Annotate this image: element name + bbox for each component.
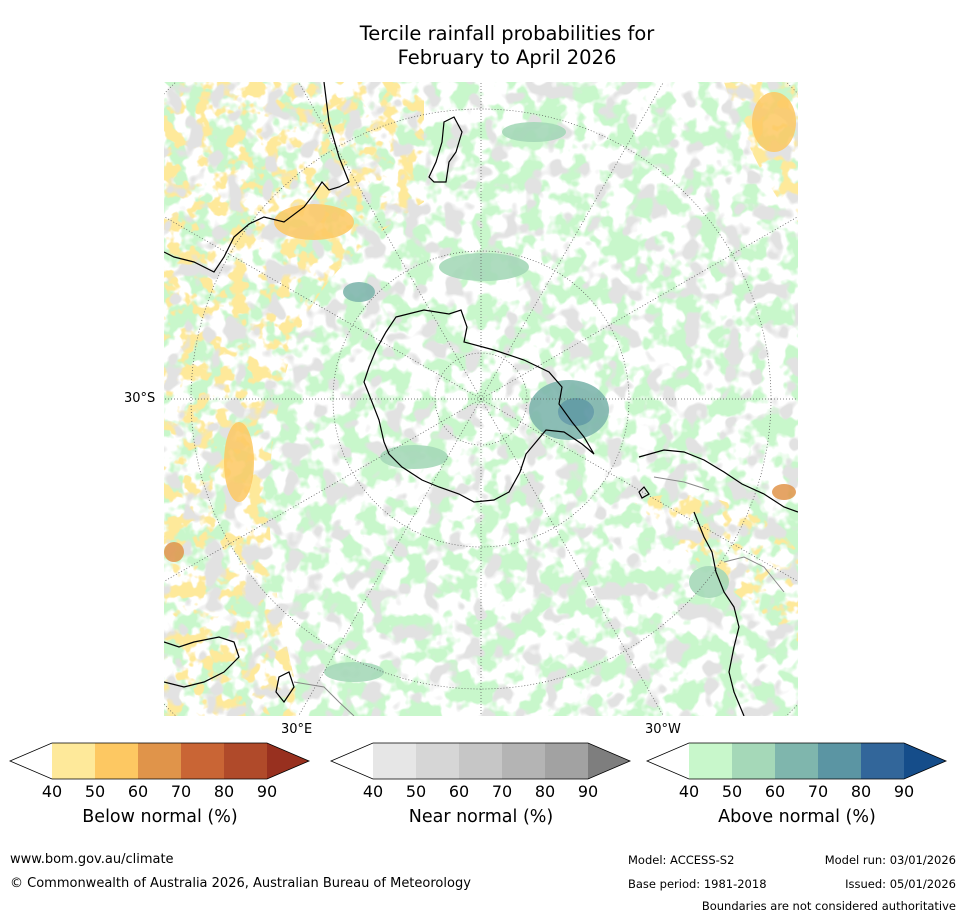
colorbar-tick-label: 60 xyxy=(764,782,786,801)
colorbar-tick-label: 40 xyxy=(362,782,384,801)
colorbar-tick-label: 90 xyxy=(256,782,278,801)
model-run-date: Model run: 03/01/2026 xyxy=(824,853,956,867)
colorbar-svg xyxy=(329,742,632,780)
antarctica-coast xyxy=(363,309,595,503)
above-normal-colorbar xyxy=(645,742,948,780)
colorbar-segment xyxy=(181,743,224,779)
colorbar-segment xyxy=(224,743,267,779)
colorbar-segment xyxy=(416,743,459,779)
colorbar-over-triangle xyxy=(904,743,946,779)
title-line-2: February to April 2026 xyxy=(397,46,617,69)
colorbar-segment xyxy=(689,743,732,779)
colorbar-over-triangle xyxy=(267,743,309,779)
colorbar-segment xyxy=(818,743,861,779)
copyright-text: © Commonwealth of Australia 2026, Austra… xyxy=(10,876,471,891)
colorbar-segment xyxy=(502,743,545,779)
colorbar-under-triangle xyxy=(10,743,52,779)
colorbar-tick-label: 70 xyxy=(170,782,192,801)
colorbar-tick-label: 50 xyxy=(405,782,427,801)
south-america-west xyxy=(693,511,745,716)
colorbar-outline xyxy=(329,742,632,780)
boundaries-disclaimer: Boundaries are not considered authoritat… xyxy=(701,899,956,913)
below-normal-colorbar xyxy=(8,742,311,780)
colorbar-tick-label: 40 xyxy=(41,782,63,801)
colorbar-segment xyxy=(95,743,138,779)
near-normal-label: Near normal (%) xyxy=(408,807,554,827)
colorbar-segment xyxy=(52,743,95,779)
issued-date: Issued: 05/01/2026 xyxy=(845,877,956,891)
colorbar-under-triangle xyxy=(331,743,373,779)
coastlines xyxy=(164,82,798,716)
new-zealand-coast xyxy=(428,116,463,183)
strong-above-normal-patches xyxy=(324,122,729,682)
colorbar-tick-label: 60 xyxy=(127,782,149,801)
falklands-coast xyxy=(638,486,650,499)
madagascar-coast xyxy=(275,671,295,704)
south-america-coast xyxy=(638,449,798,513)
colorbar-over-triangle xyxy=(588,743,630,779)
colorbar-segment xyxy=(138,743,181,779)
australia-coast xyxy=(164,82,350,273)
above-normal-label: Above normal (%) xyxy=(718,807,876,827)
colorbar-tick-label: 50 xyxy=(721,782,743,801)
colorbar-tick-label: 40 xyxy=(678,782,700,801)
longitude-label-30e: 30°E xyxy=(281,722,313,737)
colorbar-tick-label: 70 xyxy=(491,782,513,801)
map-canvas xyxy=(164,82,798,716)
longitude-label-30w: 30°W xyxy=(645,722,681,737)
colorbar-segment xyxy=(459,743,502,779)
strong-below-normal-patches xyxy=(164,92,796,562)
colorbar-tick-label: 80 xyxy=(534,782,556,801)
colorbar-segment xyxy=(775,743,818,779)
colorbar-tick-label: 50 xyxy=(84,782,106,801)
africa-coast xyxy=(164,636,240,688)
colorbar-segment xyxy=(373,743,416,779)
model-name: Model: ACCESS-S2 xyxy=(628,853,735,867)
colorbar-segment xyxy=(861,743,904,779)
near-normal-colorbar xyxy=(329,742,632,780)
colorbar-segment xyxy=(545,743,588,779)
colorbar-under-triangle xyxy=(647,743,689,779)
colorbar-tick-label: 70 xyxy=(807,782,829,801)
colorbar-outline xyxy=(645,742,948,780)
country-borders xyxy=(293,476,785,716)
below-normal-label: Below normal (%) xyxy=(82,807,238,827)
polar-probability-map xyxy=(164,82,798,716)
colorbar-svg xyxy=(645,742,948,780)
base-period: Base period: 1981-2018 xyxy=(628,877,767,891)
colorbar-tick-label: 90 xyxy=(893,782,915,801)
website-link[interactable]: www.bom.gov.au/climate xyxy=(10,852,174,867)
colorbar-svg xyxy=(8,742,311,780)
latitude-label-30s: 30°S xyxy=(124,391,156,406)
colorbar-tick-label: 80 xyxy=(850,782,872,801)
colorbar-tick-label: 80 xyxy=(213,782,235,801)
colorbar-segment xyxy=(732,743,775,779)
colorbar-outline xyxy=(8,742,311,780)
title-line-1: Tercile rainfall probabilities for xyxy=(359,22,655,45)
map-title: Tercile rainfall probabilities for Febru… xyxy=(0,22,965,70)
colorbar-tick-label: 60 xyxy=(448,782,470,801)
colorbar-tick-label: 90 xyxy=(577,782,599,801)
graticule xyxy=(164,82,798,716)
